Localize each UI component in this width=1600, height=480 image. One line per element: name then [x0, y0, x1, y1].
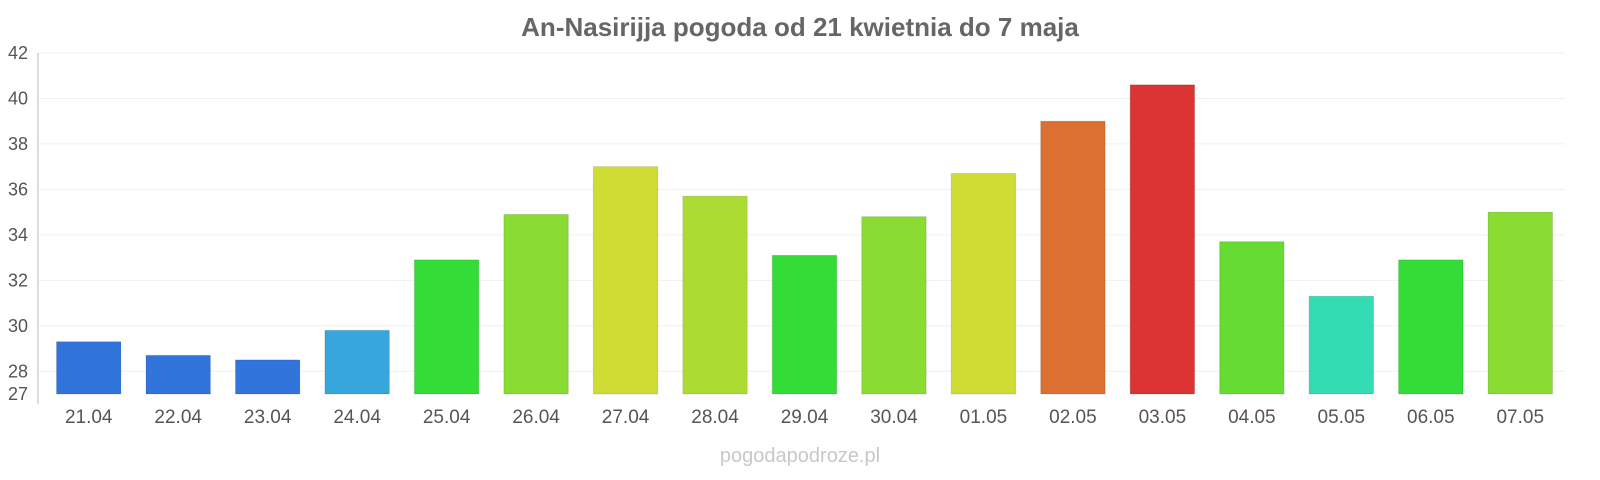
y-tick-label: 30 [8, 316, 28, 336]
bar-21.04 [56, 341, 122, 395]
bar-22.04 [145, 354, 211, 395]
x-tick-label: 23.04 [244, 407, 292, 428]
x-tick-label: 05.05 [1318, 407, 1366, 428]
bar-06.05 [1398, 259, 1464, 395]
bar-26.04 [503, 213, 569, 395]
bar-28.04 [682, 195, 748, 395]
x-axis-ticks: 21.04 22.04 23.04 24.04 25.04 26.04 27.04 28.04… [65, 407, 1544, 428]
x-tick-label: 28.04 [691, 407, 739, 428]
y-tick-label: 32 [8, 270, 28, 290]
x-tick-label: 02.05 [1049, 407, 1097, 428]
watermark: pogodapodroze.pl [720, 445, 880, 467]
y-tick-label: 34 [8, 225, 28, 245]
x-tick-label: 04.05 [1228, 407, 1276, 428]
x-tick-label: 03.05 [1139, 407, 1187, 428]
bar-23.04 [234, 359, 301, 395]
bar-27.04 [592, 166, 659, 395]
y-axis-ticks: 27 28 30 32 34 36 38 40 42 [8, 43, 28, 404]
x-tick-label: 26.04 [512, 407, 560, 428]
y-tick-label: 42 [8, 43, 28, 63]
y-tick-label: 27 [8, 384, 28, 404]
bar-29.04 [771, 254, 838, 395]
y-tick-label: 36 [8, 179, 28, 199]
bar-03.05 [1129, 84, 1196, 395]
bar-05.05 [1308, 295, 1375, 395]
bar-04.05 [1219, 241, 1285, 395]
x-tick-label: 30.04 [870, 407, 918, 428]
x-tick-label: 06.05 [1407, 407, 1455, 428]
bar-25.04 [413, 259, 480, 395]
bar-24.04 [324, 329, 390, 395]
x-tick-label: 22.04 [154, 407, 202, 428]
x-tick-label: 01.05 [960, 407, 1008, 428]
x-tick-label: 24.04 [333, 407, 381, 428]
y-tick-label: 40 [8, 88, 28, 108]
x-tick-label: 29.04 [781, 407, 829, 428]
bar-02.05 [1040, 120, 1106, 395]
x-tick-label: 07.05 [1496, 407, 1544, 428]
bars [56, 84, 1553, 395]
x-tick-label: 27.04 [602, 407, 650, 428]
y-tick-label: 28 [8, 361, 28, 381]
x-tick-label: 21.04 [65, 407, 113, 428]
bar-30.04 [861, 216, 927, 395]
bar-01.05 [950, 172, 1017, 395]
y-tick-label: 38 [8, 134, 28, 154]
bar-07.05 [1487, 211, 1553, 395]
chart-title: An-Nasirijja pogoda od 21 kwietnia do 7 … [521, 12, 1079, 42]
x-tick-label: 25.04 [423, 407, 471, 428]
